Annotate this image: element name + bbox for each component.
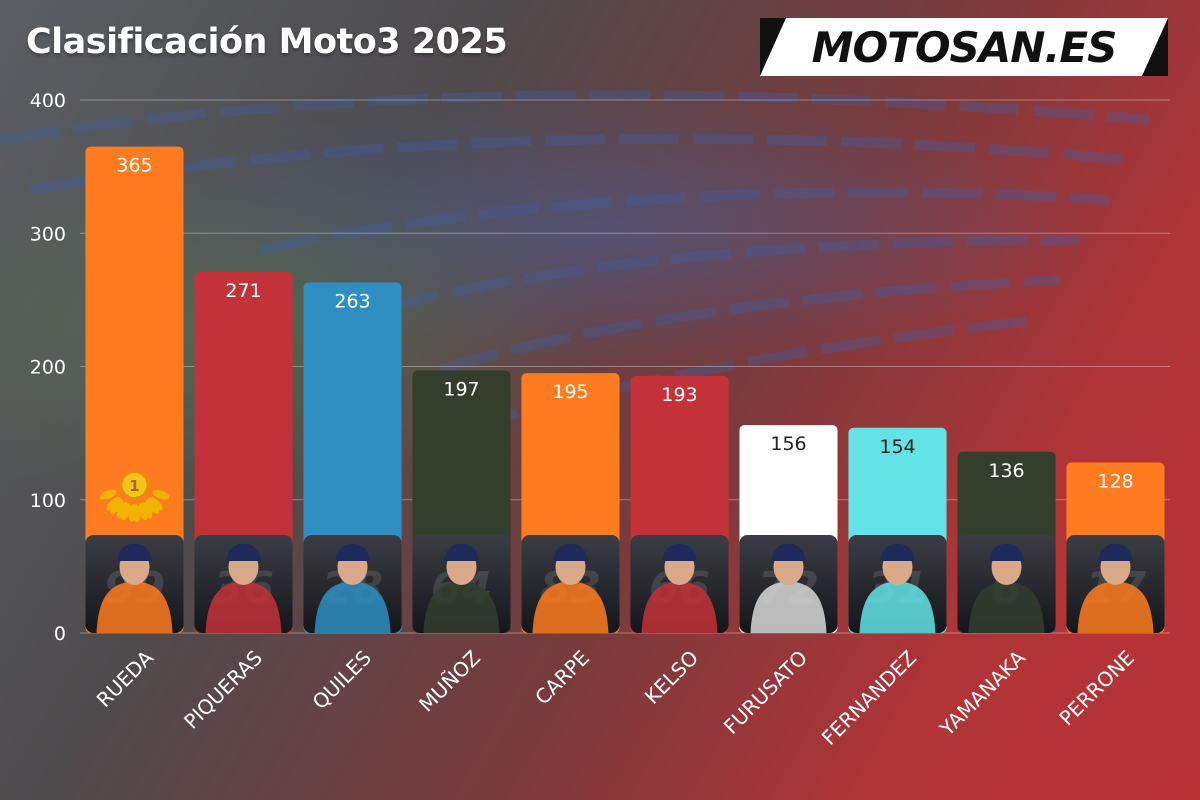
medal-disc (120, 471, 149, 499)
x-tick-label: PERRONE (1054, 646, 1139, 731)
rider-body (532, 581, 609, 633)
rider-cap (444, 543, 479, 561)
laurel-medal-icon: 1 (99, 471, 170, 522)
rider-body (968, 581, 1045, 633)
laurel-leaf (145, 499, 160, 514)
data-label: 271 (225, 280, 261, 302)
rider-cap (226, 543, 261, 561)
rider-body (205, 581, 282, 633)
x-tick-label: CARPE (530, 646, 594, 710)
data-label: 197 (443, 378, 479, 400)
data-label: 154 (879, 436, 915, 458)
logo-text: MOTOSAN.ES (811, 22, 1118, 72)
rider-cap (1098, 543, 1133, 561)
rider-body (314, 581, 391, 633)
bar-group-piqueras: 36271 (194, 271, 293, 633)
data-label: 156 (770, 433, 806, 455)
rider-body (859, 581, 936, 633)
y-axis: 0 100 200 300 400 (30, 90, 66, 645)
motosan-logo: MOTOSAN.ES (760, 18, 1168, 76)
logo-slash-right (1142, 18, 1168, 76)
rider-body (423, 581, 500, 633)
x-tick-label: FURUSATO (719, 646, 812, 739)
bar-group-carpe: 83195 (521, 373, 620, 633)
bar-group-yamanaka: 6136 (957, 451, 1056, 633)
rider-body (1077, 581, 1154, 633)
rider-cap (771, 543, 806, 561)
x-tick-label: QUILES (308, 646, 376, 714)
bar-group-quiles: 28263 (303, 282, 402, 633)
rider-body (96, 581, 173, 633)
rider-cap (117, 543, 152, 561)
laurel-leaf (109, 499, 124, 514)
laurel-leaf (99, 489, 117, 500)
data-label: 365 (116, 155, 152, 177)
bar-group-muñoz: 64197 (412, 370, 511, 633)
rider-cap (662, 543, 697, 561)
chart-title: Clasificación Moto3 2025 (26, 22, 508, 62)
bars: 9936536271282636419783195661937215631154… (85, 146, 1165, 633)
x-tick-label: YAMANAKA (934, 645, 1030, 741)
data-label: 136 (988, 460, 1024, 482)
laurel-leaf (152, 489, 170, 500)
data-label: 263 (334, 291, 370, 313)
bar-group-fernandez: 31154 (848, 427, 947, 633)
y-tick-label: 100 (30, 490, 66, 512)
data-label: 128 (1097, 470, 1133, 492)
data-label: 195 (552, 381, 588, 403)
x-tick-label: RUEDA (92, 645, 159, 712)
laurel-leaf (138, 502, 148, 521)
rider-cap (880, 543, 915, 561)
rider-cap (553, 543, 588, 561)
data-label: 193 (661, 384, 697, 406)
laurel-leaf (121, 502, 131, 521)
bar-group-kelso: 66193 (630, 375, 729, 633)
x-tick-label: KELSO (640, 646, 703, 709)
bar-group-perrone: 17128 (1066, 462, 1165, 633)
medal-number: 1 (129, 477, 139, 495)
logo-slash-left (760, 18, 786, 76)
y-tick-label: 300 (30, 223, 66, 245)
rider-cap (989, 543, 1024, 561)
bar-group-rueda: 99365 (85, 146, 184, 633)
y-tick-label: 400 (30, 90, 66, 112)
x-tick-label: FERNANDEZ (817, 646, 921, 750)
rider-cap (335, 543, 370, 561)
rider-body (641, 581, 718, 633)
y-tick-label: 0 (54, 623, 66, 645)
x-tick-label: PIQUERAS (179, 646, 267, 734)
x-axis-labels: RUEDA PIQUERAS QUILES MUÑOZ CARPE KELSO FURUSA… (92, 645, 1139, 749)
rider-body (750, 581, 827, 633)
x-tick-label: MUÑOZ (414, 646, 485, 717)
bar-group-furusato: 72156 (739, 425, 838, 633)
y-tick-label: 200 (30, 357, 66, 379)
